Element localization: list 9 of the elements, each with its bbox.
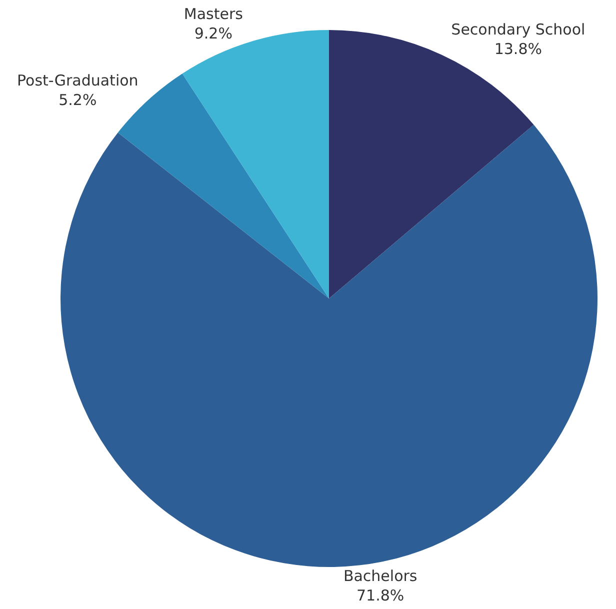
- slice-label: Secondary School: [451, 20, 586, 39]
- data-label: 71.8%: [356, 586, 404, 604]
- data-label: 9.2%: [194, 24, 232, 43]
- data-label: 5.2%: [58, 91, 97, 110]
- slice-label: Bachelors: [343, 566, 418, 585]
- slice-label: Post-Graduation: [17, 72, 138, 90]
- data-label: 13.8%: [494, 40, 542, 58]
- slice-label: Masters: [184, 5, 244, 24]
- pie-slice: [60, 124, 598, 567]
